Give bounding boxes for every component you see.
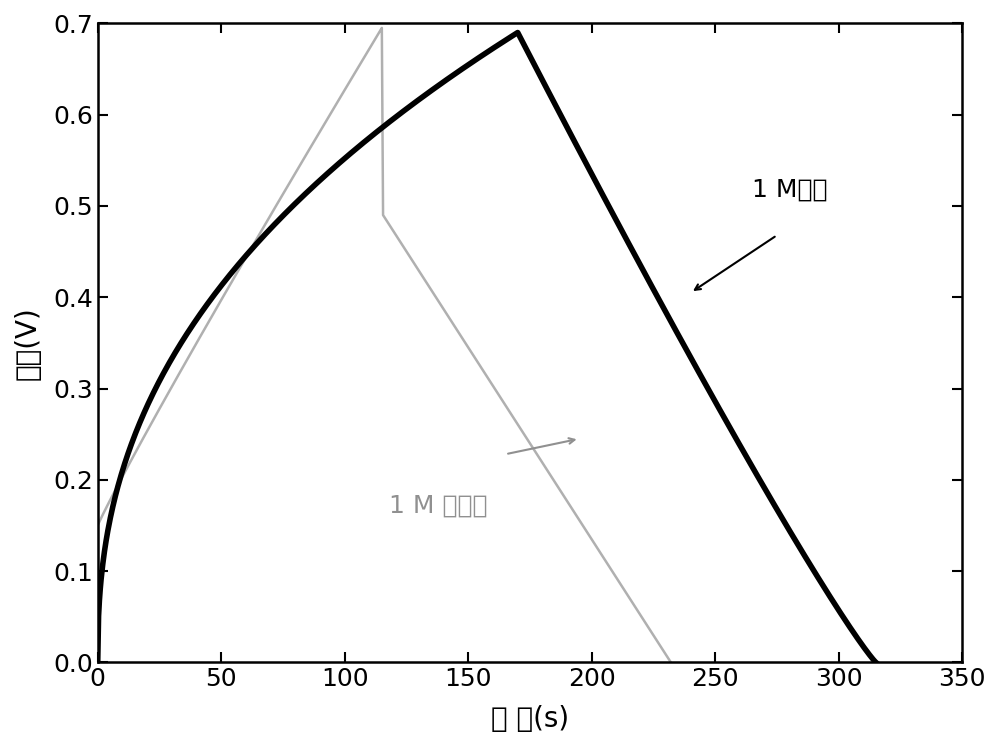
- Text: 1 M硫酸: 1 M硫酸: [752, 177, 828, 202]
- Y-axis label: 电压(V): 电压(V): [14, 306, 42, 379]
- Text: 1 M 硫酸钓: 1 M 硫酸钓: [389, 494, 488, 518]
- X-axis label: 时 间(s): 时 间(s): [491, 705, 569, 733]
